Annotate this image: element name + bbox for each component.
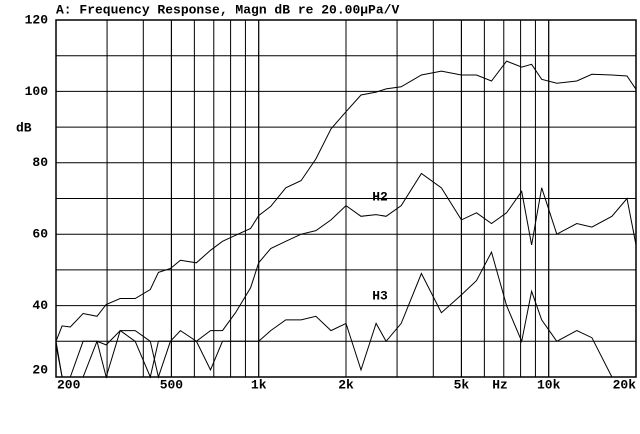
x-tick-label: 500 — [160, 377, 184, 392]
series-line — [55, 60, 637, 342]
x-tick-label: 1k — [251, 377, 267, 392]
y-tick-label: 100 — [25, 84, 49, 99]
series-label: H2 — [372, 189, 388, 204]
plot-frame — [55, 19, 637, 378]
y-tick-label: 40 — [32, 298, 48, 313]
x-tick-label: 200 — [57, 377, 81, 392]
x-tick-label: 5k — [454, 377, 470, 392]
x-tick-label: 20k — [613, 377, 637, 392]
series-line — [55, 250, 613, 379]
series-label: H3 — [372, 288, 388, 303]
x-tick-label: 2k — [338, 377, 354, 392]
chart-title: A: Frequency Response, Magn dB re 20.00µ… — [56, 2, 399, 17]
x-tick-label: 10k — [537, 377, 561, 392]
y-tick-label: 120 — [25, 12, 49, 27]
y-tick-label: 20 — [32, 362, 48, 377]
series-line — [55, 172, 637, 379]
y-axis-label: dB — [16, 120, 32, 135]
y-tick-label: 80 — [32, 155, 48, 170]
y-tick-label: 60 — [32, 227, 48, 242]
x-axis-label: Hz — [492, 377, 508, 392]
